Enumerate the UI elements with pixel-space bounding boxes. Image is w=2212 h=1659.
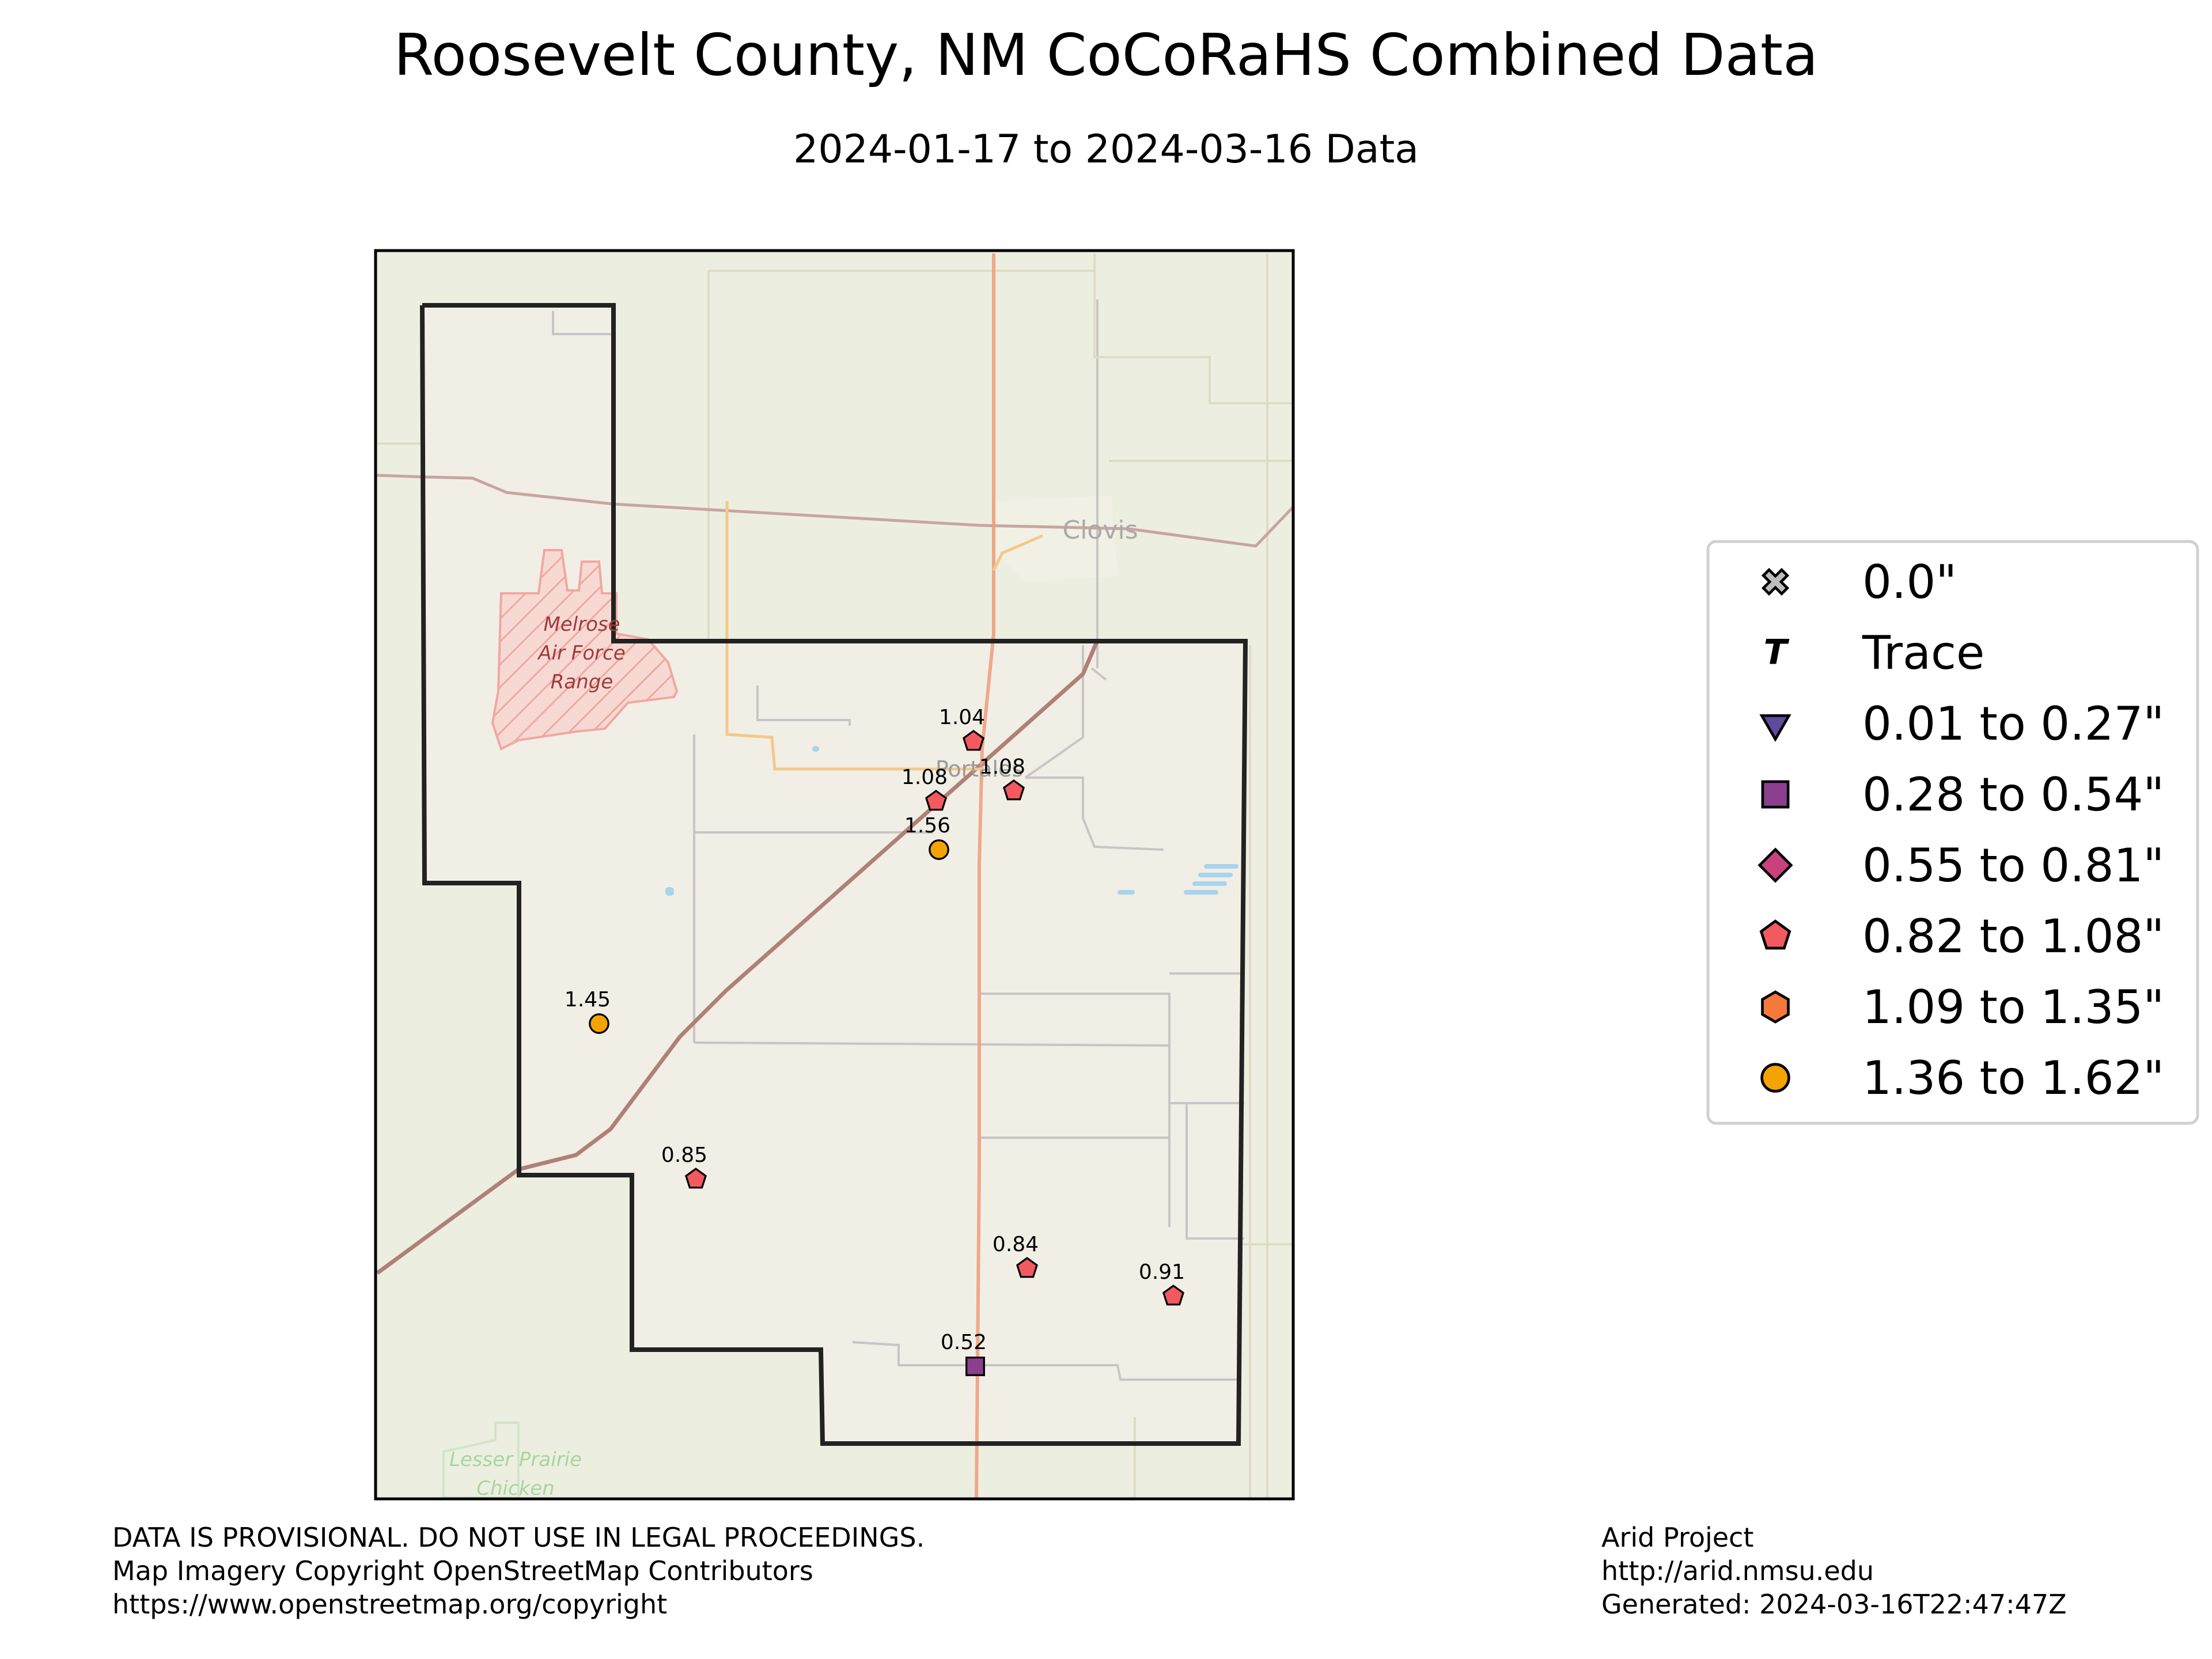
station-symbol[interactable] xyxy=(589,1013,609,1034)
footer-project: Arid Project xyxy=(1601,1522,1753,1553)
highway-diagonal xyxy=(376,639,1100,1275)
legend-symbol-diamond xyxy=(1758,847,1793,883)
lakes xyxy=(665,746,1238,896)
legend-symbol-T: T xyxy=(1764,632,1790,673)
footer-left: DATA IS PROVISIONAL. DO NOT USE IN LEGAL… xyxy=(112,1522,925,1620)
prairie-label-line2: Chicken xyxy=(476,1477,555,1500)
legend-items: 0.0" T Trace 0.01 to 0.27" 0.28 to 0.54" 0.55… xyxy=(1758,555,2164,1105)
county-fill xyxy=(422,305,1245,1444)
legend-symbol-square xyxy=(1761,780,1790,809)
footer-copyright: Map Imagery Copyright OpenStreetMap Cont… xyxy=(112,1555,813,1586)
station-symbol[interactable] xyxy=(929,839,949,860)
legend-entry: 0.01 to 0.27" xyxy=(1759,697,2164,751)
station-symbol[interactable] xyxy=(965,1357,985,1376)
legend-entry: 0.28 to 0.54" xyxy=(1761,768,2164,821)
outside-roads xyxy=(376,253,1293,1498)
legend-box xyxy=(1706,540,2199,1125)
station-value-label: 0.91 xyxy=(1139,1260,1185,1284)
station-marker[interactable]: 0.84 xyxy=(993,1233,1039,1278)
map-panel[interactable]: Clovis Portales Melrose Air Force Range … xyxy=(374,249,1295,1501)
legend-entry: 1.36 to 1.62" xyxy=(1760,1051,2164,1105)
map-frame xyxy=(374,249,1295,1501)
legend-label: 1.36 to 1.62" xyxy=(1862,1051,2164,1105)
station-value-label: 0.52 xyxy=(941,1331,987,1354)
legend-entry: T Trace xyxy=(1764,626,1985,680)
city-label-clovis: Clovis xyxy=(1062,516,1138,545)
legend-symbol-pentagon xyxy=(1759,919,1791,950)
county-outline xyxy=(420,303,1248,1446)
station-marker[interactable]: 1.45 xyxy=(565,988,611,1034)
footer-right: Arid Project http://arid.nmsu.edu Genera… xyxy=(1601,1522,2067,1620)
station-value-label: 1.08 xyxy=(979,755,1025,779)
station-value-label: 1.56 xyxy=(904,814,950,838)
station-value-label: 0.85 xyxy=(661,1143,707,1167)
station-value-label: 1.45 xyxy=(565,988,611,1012)
melrose-label-line1: Melrose xyxy=(543,613,620,636)
footer-project-url[interactable]: http://arid.nmsu.edu xyxy=(1601,1555,1874,1586)
station-symbol[interactable] xyxy=(1002,779,1025,801)
footer-copyright-url[interactable]: https://www.openstreetmap.org/copyright xyxy=(112,1589,667,1620)
minor-roads xyxy=(552,300,1244,1381)
legend-symbol-x xyxy=(1761,567,1790,596)
prairie-label-line1: Lesser Prairie xyxy=(449,1448,582,1471)
station-symbol[interactable] xyxy=(925,789,948,811)
city-label-portales: Portales xyxy=(935,756,1023,782)
legend-symbol-hexagon xyxy=(1761,990,1790,1024)
station-marker[interactable]: 1.08 xyxy=(979,755,1025,801)
figure-title: Roosevelt County, NM CoCoRaHS Combined D… xyxy=(394,21,1819,89)
legend-symbol-triangle-down xyxy=(1759,714,1791,742)
legend-entry: 0.0" xyxy=(1761,555,1957,609)
station-marker[interactable]: 1.56 xyxy=(904,814,950,860)
melrose-label-line2: Air Force xyxy=(537,642,625,665)
legend-entry: 0.55 to 0.81" xyxy=(1758,839,2164,892)
legend-label: 0.55 to 0.81" xyxy=(1862,839,2164,892)
station-symbol[interactable] xyxy=(1162,1284,1185,1306)
state-roads xyxy=(725,501,1043,771)
legend-label: 0.01 to 0.27" xyxy=(1862,697,2164,751)
legend-symbol-circle xyxy=(1760,1063,1790,1093)
station-value-label: 1.08 xyxy=(902,766,948,789)
legend-label: 1.09 to 1.35" xyxy=(1862,980,2164,1034)
melrose-label-line3: Range xyxy=(551,671,613,694)
legend-label: 0.0" xyxy=(1862,555,1957,609)
footer-generated: Generated: 2024-03-16T22:47:47Z xyxy=(1601,1589,2067,1620)
station-value-label: 1.04 xyxy=(939,706,985,729)
station-symbol[interactable] xyxy=(684,1167,707,1189)
station-marker[interactable]: 1.04 xyxy=(939,706,985,751)
station-symbol[interactable] xyxy=(1016,1256,1039,1278)
legend-entry: 0.82 to 1.08" xyxy=(1759,910,2164,963)
legend-label: 0.82 to 1.08" xyxy=(1862,910,2164,963)
station-marker[interactable]: 0.52 xyxy=(941,1331,987,1376)
clovis-area xyxy=(997,495,1118,582)
legend: 0.0" T Trace 0.01 to 0.27" 0.28 to 0.54" 0.55… xyxy=(1706,540,2199,1125)
figure-subtitle: 2024-01-17 to 2024-03-16 Data xyxy=(793,127,1419,172)
station-symbol[interactable] xyxy=(962,729,985,751)
legend-entry: 1.09 to 1.35" xyxy=(1761,980,2164,1034)
station-marker[interactable]: 1.08 xyxy=(902,766,948,811)
station-marker[interactable]: 0.85 xyxy=(661,1143,707,1189)
station-marker[interactable]: 0.91 xyxy=(1139,1260,1185,1306)
stations-layer: 1.04 1.08 1.08 1.56 1.45 0.85 0.84 0.91 0.52 xyxy=(565,706,1185,1376)
station-value-label: 0.84 xyxy=(993,1233,1039,1256)
footer-disclaimer: DATA IS PROVISIONAL. DO NOT USE IN LEGAL… xyxy=(112,1522,925,1553)
legend-label: Trace xyxy=(1862,626,1984,680)
legend-label: 0.28 to 0.54" xyxy=(1862,768,2164,821)
